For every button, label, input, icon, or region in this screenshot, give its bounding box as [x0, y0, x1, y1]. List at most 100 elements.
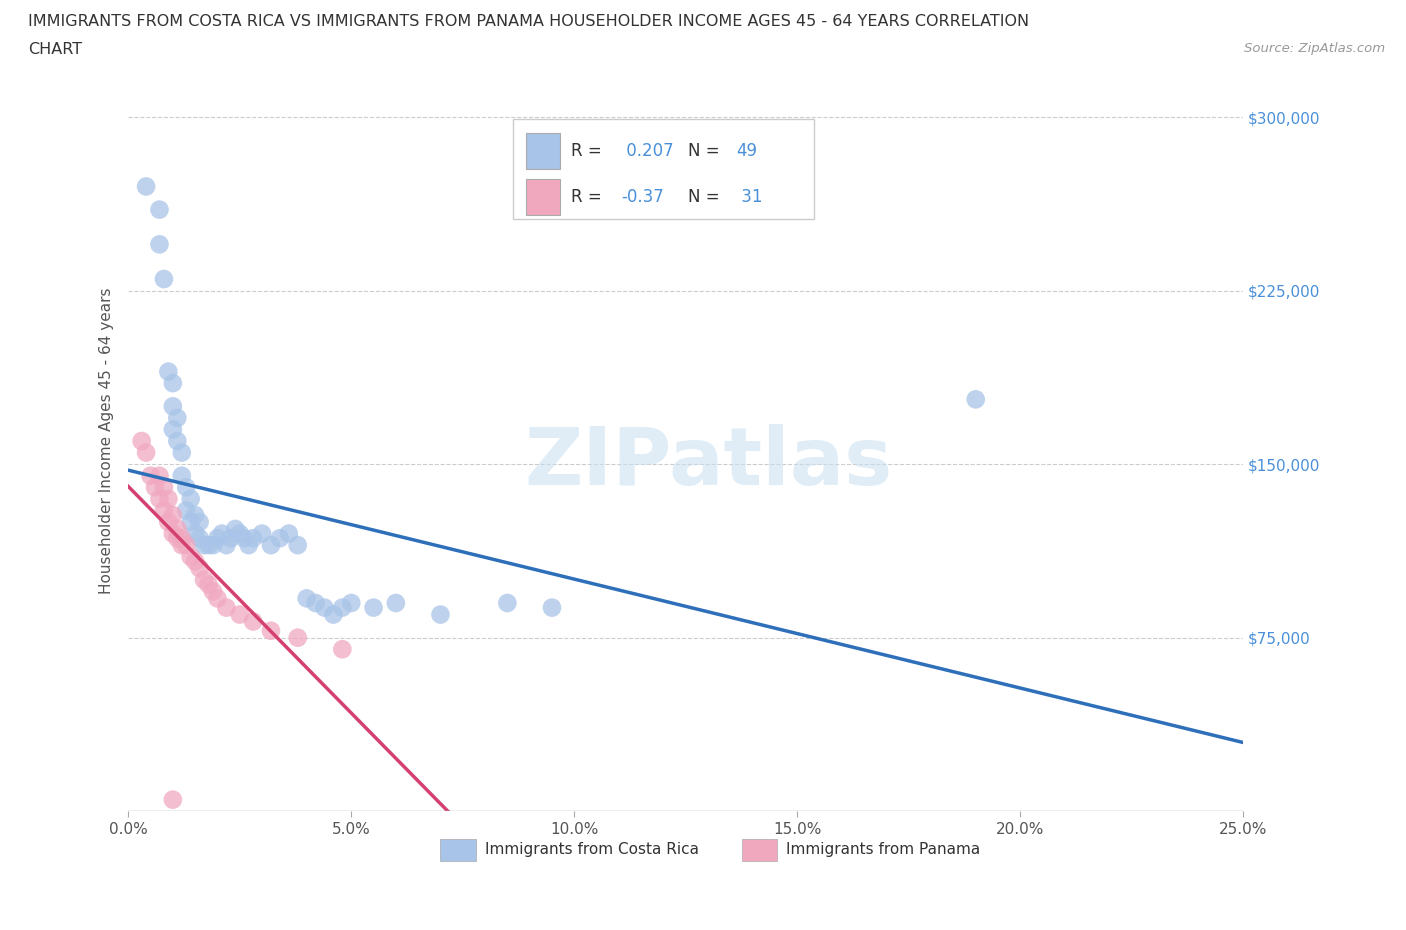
Text: ZIPatlas: ZIPatlas	[524, 424, 893, 502]
Point	[148, 469, 170, 484]
Point	[215, 538, 238, 552]
Point	[184, 526, 207, 541]
Point	[965, 392, 987, 406]
Point	[166, 531, 188, 546]
Point	[193, 538, 215, 552]
Point	[211, 526, 233, 541]
Point	[162, 399, 184, 414]
Point	[162, 526, 184, 541]
Point	[157, 491, 180, 506]
Point	[166, 433, 188, 448]
Point	[188, 514, 211, 529]
Point	[250, 526, 273, 541]
Point	[304, 595, 326, 610]
Point	[170, 445, 193, 460]
Point	[188, 561, 211, 576]
Point	[295, 591, 318, 605]
Point	[157, 365, 180, 379]
Text: -0.37: -0.37	[621, 188, 664, 206]
Point	[193, 572, 215, 587]
Point	[238, 538, 260, 552]
Point	[201, 584, 224, 599]
Point	[162, 792, 184, 807]
FancyBboxPatch shape	[741, 839, 778, 861]
Text: Source: ZipAtlas.com: Source: ZipAtlas.com	[1244, 42, 1385, 55]
Text: IMMIGRANTS FROM COSTA RICA VS IMMIGRANTS FROM PANAMA HOUSEHOLDER INCOME AGES 45 : IMMIGRANTS FROM COSTA RICA VS IMMIGRANTS…	[28, 14, 1029, 29]
Point	[184, 554, 207, 569]
Point	[277, 526, 299, 541]
Text: 49: 49	[735, 142, 756, 160]
Point	[174, 538, 197, 552]
Text: R =: R =	[571, 188, 602, 206]
Point	[174, 480, 197, 495]
Point	[135, 445, 157, 460]
Point	[215, 600, 238, 615]
Point	[340, 595, 363, 610]
Text: 0.207: 0.207	[621, 142, 673, 160]
Point	[224, 522, 246, 537]
Point	[201, 538, 224, 552]
Point	[188, 531, 211, 546]
Point	[287, 631, 309, 645]
Point	[180, 491, 202, 506]
Y-axis label: Householder Income Ages 45 - 64 years: Householder Income Ages 45 - 64 years	[100, 287, 114, 594]
Text: N =: N =	[688, 142, 720, 160]
Point	[166, 522, 188, 537]
Point	[314, 600, 336, 615]
Point	[541, 600, 564, 615]
Point	[157, 514, 180, 529]
FancyBboxPatch shape	[513, 119, 814, 219]
Point	[135, 179, 157, 194]
Point	[330, 600, 353, 615]
Text: Immigrants from Costa Rica: Immigrants from Costa Rica	[485, 843, 699, 857]
Point	[207, 531, 229, 546]
Point	[153, 480, 176, 495]
Point	[143, 480, 166, 495]
Point	[131, 433, 153, 448]
Point	[166, 410, 188, 425]
Point	[139, 469, 162, 484]
FancyBboxPatch shape	[526, 179, 560, 215]
Text: Immigrants from Panama: Immigrants from Panama	[786, 843, 980, 857]
FancyBboxPatch shape	[526, 133, 560, 168]
Point	[385, 595, 408, 610]
Point	[229, 607, 252, 622]
Point	[148, 202, 170, 217]
Point	[322, 607, 344, 622]
Point	[219, 531, 242, 546]
Point	[197, 538, 219, 552]
Point	[180, 550, 202, 565]
Point	[180, 514, 202, 529]
Point	[269, 531, 291, 546]
Point	[162, 508, 184, 523]
Point	[496, 595, 519, 610]
Point	[229, 526, 252, 541]
Point	[207, 591, 229, 605]
Point	[153, 503, 176, 518]
Point	[260, 538, 283, 552]
Point	[174, 503, 197, 518]
Point	[287, 538, 309, 552]
Point	[242, 531, 264, 546]
Point	[233, 531, 256, 546]
Point	[162, 422, 184, 437]
Point	[184, 508, 207, 523]
FancyBboxPatch shape	[440, 839, 477, 861]
Point	[170, 531, 193, 546]
Text: R =: R =	[571, 142, 602, 160]
Point	[153, 272, 176, 286]
Point	[330, 642, 353, 657]
Text: 31: 31	[735, 188, 762, 206]
Point	[429, 607, 451, 622]
Point	[148, 237, 170, 252]
Point	[197, 577, 219, 591]
Point	[170, 469, 193, 484]
Point	[162, 376, 184, 391]
Point	[242, 614, 264, 629]
Point	[170, 538, 193, 552]
Point	[260, 623, 283, 638]
Text: N =: N =	[688, 188, 720, 206]
Point	[148, 491, 170, 506]
Point	[363, 600, 385, 615]
Text: CHART: CHART	[28, 42, 82, 57]
